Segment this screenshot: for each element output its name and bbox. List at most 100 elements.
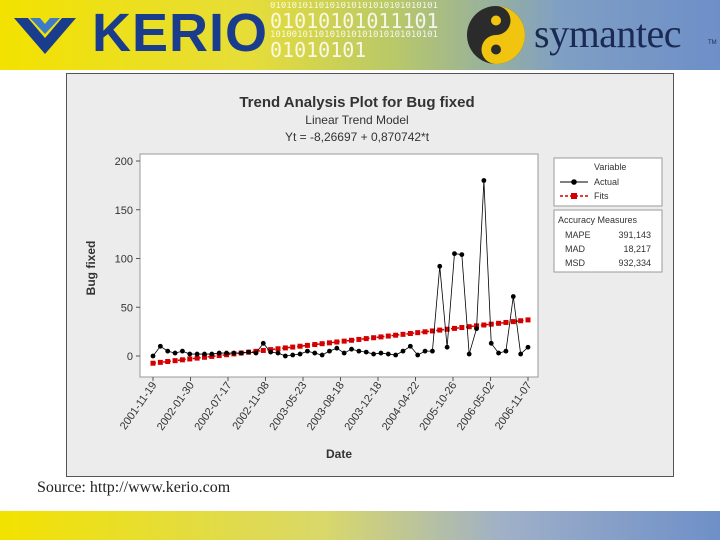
actual-point bbox=[510, 294, 516, 299]
legend-fits-marker bbox=[571, 193, 577, 199]
actual-point bbox=[452, 251, 457, 257]
actual-point bbox=[437, 263, 443, 269]
actual-point bbox=[496, 350, 501, 356]
fits-point bbox=[312, 342, 318, 348]
actual-series bbox=[150, 178, 531, 359]
fits-point bbox=[194, 355, 200, 361]
legend-title: Variable bbox=[594, 162, 626, 172]
actual-point bbox=[268, 349, 274, 355]
actual-point bbox=[290, 352, 296, 358]
bottom-banner bbox=[0, 511, 720, 540]
symantec-logo-text: symantec bbox=[534, 11, 682, 56]
fits-point bbox=[150, 360, 156, 366]
fits-point bbox=[481, 322, 487, 328]
fits-point bbox=[349, 337, 355, 343]
actual-point bbox=[253, 350, 259, 356]
actual-point bbox=[356, 348, 362, 354]
actual-point bbox=[430, 348, 435, 354]
x-tick-label: 2003-08-18 bbox=[305, 380, 347, 433]
actual-point bbox=[378, 350, 384, 356]
actual-point bbox=[150, 353, 156, 359]
actual-point bbox=[180, 348, 185, 354]
actual-point bbox=[422, 348, 428, 354]
fits-line bbox=[152, 319, 529, 364]
fits-point bbox=[525, 317, 531, 323]
x-tick-label: 2001-11-19 bbox=[118, 380, 160, 432]
fits-point bbox=[334, 339, 340, 345]
x-tick-label: 2002-07-17 bbox=[192, 380, 234, 433]
source-caption: Source: http://www.kerio.com bbox=[37, 479, 230, 497]
actual-point bbox=[224, 350, 229, 356]
fits-point bbox=[179, 357, 185, 363]
x-tick-label: 2003-12-18 bbox=[342, 380, 384, 433]
accuracy-measures-box: Accuracy Measures MAPE 391,143 MAD 18,21… bbox=[553, 209, 663, 273]
x-tick-label: 2004-04-22 bbox=[380, 380, 422, 433]
fits-point bbox=[444, 326, 450, 332]
kerio-logo-text: KERIO bbox=[92, 3, 269, 63]
accuracy-title: Accuracy Measures bbox=[558, 215, 638, 225]
x-tick-label: 2005-10-26 bbox=[417, 380, 459, 433]
actual-point bbox=[312, 350, 318, 356]
actual-point bbox=[393, 352, 399, 358]
fits-point bbox=[290, 344, 296, 350]
accuracy-mape-name: MAPE bbox=[565, 230, 591, 240]
fits-point bbox=[282, 345, 288, 351]
y-tick-label: 150 bbox=[115, 205, 133, 217]
source-link[interactable]: http://www.kerio.com bbox=[89, 479, 231, 496]
fits-point bbox=[172, 358, 178, 364]
actual-point bbox=[459, 252, 465, 257]
legend-actual-marker bbox=[571, 179, 577, 185]
actual-point bbox=[246, 349, 251, 355]
kerio-chevron-logo bbox=[14, 18, 76, 54]
fits-point bbox=[187, 356, 193, 362]
x-axis-label: Date bbox=[326, 447, 352, 461]
fits-point bbox=[326, 340, 332, 346]
actual-point bbox=[282, 353, 288, 359]
actual-point bbox=[165, 348, 171, 354]
actual-point bbox=[400, 348, 406, 354]
actual-point bbox=[407, 343, 413, 349]
fits-point bbox=[363, 336, 369, 342]
actual-point bbox=[525, 344, 531, 350]
trademark-mark: TM bbox=[708, 40, 717, 46]
chart-title: Trend Analysis Plot for Bug fixed bbox=[239, 94, 474, 111]
accuracy-msd-name: MSD bbox=[565, 258, 586, 268]
fits-point bbox=[275, 346, 281, 352]
fits-point bbox=[466, 324, 472, 330]
fits-point bbox=[400, 331, 406, 337]
actual-point bbox=[216, 350, 222, 356]
fits-point bbox=[393, 332, 399, 338]
accuracy-msd-value: 932,334 bbox=[618, 258, 651, 268]
actual-point bbox=[466, 351, 472, 357]
actual-point bbox=[319, 352, 325, 358]
actual-point bbox=[488, 340, 494, 346]
chart-frame: Trend Analysis Plot for Bug fixed Linear… bbox=[66, 73, 674, 477]
fits-point bbox=[371, 335, 377, 341]
fits-point bbox=[496, 320, 502, 326]
actual-point bbox=[444, 344, 450, 350]
y-axis: 0 50 100 150 200 bbox=[115, 156, 140, 363]
actual-point bbox=[363, 349, 369, 355]
fits-point bbox=[429, 328, 435, 334]
fits-point bbox=[216, 353, 222, 359]
fits-point bbox=[422, 329, 428, 335]
legend-actual-label: Actual bbox=[594, 177, 619, 187]
actual-point bbox=[503, 348, 509, 354]
y-tick-label: 100 bbox=[115, 254, 133, 266]
y-tick-label: 50 bbox=[121, 302, 133, 314]
trend-chart: Trend Analysis Plot for Bug fixed Linear… bbox=[84, 94, 663, 461]
legend-box: Variable Actual Fits bbox=[553, 157, 663, 207]
actual-point bbox=[415, 352, 421, 358]
fits-point bbox=[268, 347, 274, 353]
accuracy-mad-value: 18,217 bbox=[623, 244, 651, 254]
binary-watermark: 0101010110101010101010101010101 01010101… bbox=[270, 2, 439, 62]
x-axis: 2001-11-192002-01-302002-07-172002-11-08… bbox=[118, 377, 534, 433]
x-tick-label: 2006-05-02 bbox=[455, 380, 497, 433]
fits-point bbox=[304, 342, 310, 348]
fits-point bbox=[451, 325, 457, 331]
actual-point bbox=[297, 351, 303, 357]
actual-point bbox=[157, 343, 163, 349]
actual-point bbox=[518, 351, 524, 357]
legend-fits-label: Fits bbox=[594, 191, 609, 201]
fits-point bbox=[510, 319, 516, 325]
